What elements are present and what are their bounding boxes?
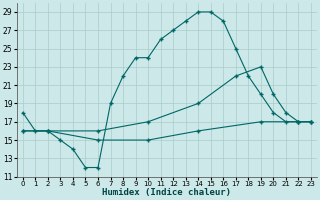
X-axis label: Humidex (Indice chaleur): Humidex (Indice chaleur)	[102, 188, 231, 197]
